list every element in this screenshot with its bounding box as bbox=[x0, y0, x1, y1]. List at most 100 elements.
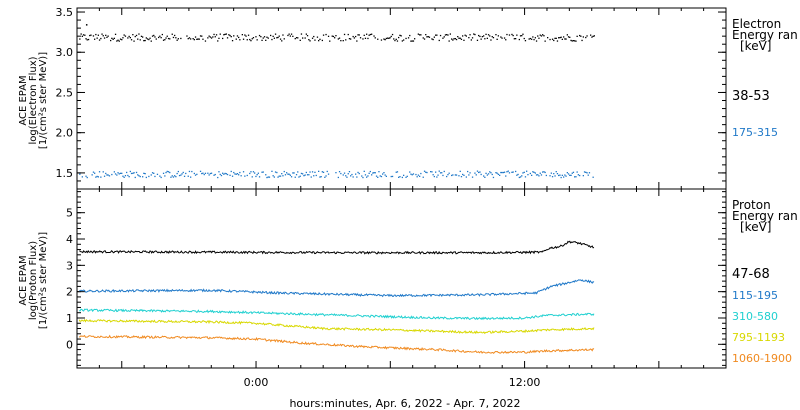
data-point bbox=[128, 176, 130, 178]
data-point bbox=[247, 34, 250, 36]
data-point bbox=[132, 172, 134, 174]
data-point bbox=[214, 173, 216, 176]
data-point bbox=[81, 176, 83, 178]
data-point bbox=[114, 173, 117, 175]
data-point bbox=[438, 39, 440, 42]
data-point bbox=[579, 34, 581, 37]
data-point bbox=[231, 175, 234, 177]
data-point bbox=[558, 37, 560, 39]
legend-entry-310-580: 310-580 bbox=[732, 310, 778, 323]
data-point bbox=[369, 33, 371, 36]
data-point bbox=[98, 171, 101, 173]
data-point bbox=[355, 35, 357, 38]
legend-title-line: Proton bbox=[732, 198, 771, 212]
data-point bbox=[130, 39, 133, 41]
data-point bbox=[256, 39, 258, 41]
data-point bbox=[362, 176, 364, 179]
data-point bbox=[113, 37, 115, 39]
data-point bbox=[448, 172, 450, 174]
data-point bbox=[306, 35, 309, 37]
data-point bbox=[390, 35, 392, 38]
data-point bbox=[210, 172, 213, 174]
data-point bbox=[299, 39, 301, 41]
data-point bbox=[123, 34, 125, 36]
data-point bbox=[463, 39, 465, 41]
data-point bbox=[420, 34, 422, 36]
data-point bbox=[283, 170, 285, 173]
data-point bbox=[182, 171, 184, 174]
data-point bbox=[531, 38, 533, 40]
data-point bbox=[490, 172, 492, 174]
data-point bbox=[94, 172, 96, 174]
data-point bbox=[117, 39, 119, 41]
data-point bbox=[319, 38, 321, 40]
data-point bbox=[575, 176, 577, 178]
data-point bbox=[107, 35, 109, 37]
data-point bbox=[459, 170, 461, 172]
data-point bbox=[539, 172, 541, 174]
data-point bbox=[458, 175, 460, 177]
data-point bbox=[358, 34, 360, 36]
data-point bbox=[277, 36, 279, 39]
data-point bbox=[166, 170, 168, 173]
data-point bbox=[150, 174, 152, 176]
data-point bbox=[214, 36, 216, 38]
data-point bbox=[130, 172, 133, 175]
data-point bbox=[119, 172, 122, 174]
data-point bbox=[276, 171, 278, 174]
data-point bbox=[416, 176, 418, 178]
data-point bbox=[374, 172, 376, 174]
data-point bbox=[471, 37, 474, 39]
data-point bbox=[533, 39, 535, 41]
data-point bbox=[432, 174, 434, 176]
data-point bbox=[154, 36, 156, 38]
data-point bbox=[135, 171, 138, 174]
data-point bbox=[419, 175, 421, 177]
data-point bbox=[394, 39, 396, 42]
data-point bbox=[515, 38, 517, 40]
data-point bbox=[352, 176, 354, 178]
data-point bbox=[135, 34, 138, 37]
data-point bbox=[138, 33, 140, 35]
data-point bbox=[219, 173, 221, 176]
data-point bbox=[235, 173, 237, 175]
data-point bbox=[251, 38, 253, 40]
data-point bbox=[151, 35, 154, 37]
data-point bbox=[167, 171, 170, 173]
data-point bbox=[276, 37, 278, 39]
data-point bbox=[410, 173, 412, 175]
data-point bbox=[368, 172, 370, 174]
data-point bbox=[577, 174, 579, 176]
data-point bbox=[170, 176, 172, 178]
data-point bbox=[357, 171, 359, 174]
data-point bbox=[516, 174, 518, 176]
data-point bbox=[443, 170, 445, 173]
data-point bbox=[454, 38, 456, 40]
data-point bbox=[207, 172, 209, 174]
data-point bbox=[535, 40, 538, 42]
data-point bbox=[242, 171, 245, 173]
data-point bbox=[559, 37, 561, 39]
data-point bbox=[273, 37, 275, 39]
data-point bbox=[258, 34, 261, 37]
data-point bbox=[551, 176, 554, 178]
data-point bbox=[288, 33, 290, 35]
data-point bbox=[288, 173, 290, 175]
data-point bbox=[515, 170, 517, 173]
data-point bbox=[587, 174, 589, 176]
data-point bbox=[490, 39, 492, 41]
data-point bbox=[188, 170, 191, 173]
data-point bbox=[159, 35, 161, 37]
series-175-315 bbox=[79, 170, 594, 179]
data-point bbox=[350, 38, 352, 40]
legend-entry-115-195: 115-195 bbox=[732, 289, 778, 302]
y-tick-label: 2.5 bbox=[56, 86, 74, 99]
data-point bbox=[435, 171, 437, 173]
data-point bbox=[244, 175, 246, 177]
data-point bbox=[282, 175, 284, 177]
data-point bbox=[469, 34, 471, 36]
data-point bbox=[272, 175, 274, 177]
data-point bbox=[579, 174, 581, 177]
data-point bbox=[483, 35, 485, 37]
